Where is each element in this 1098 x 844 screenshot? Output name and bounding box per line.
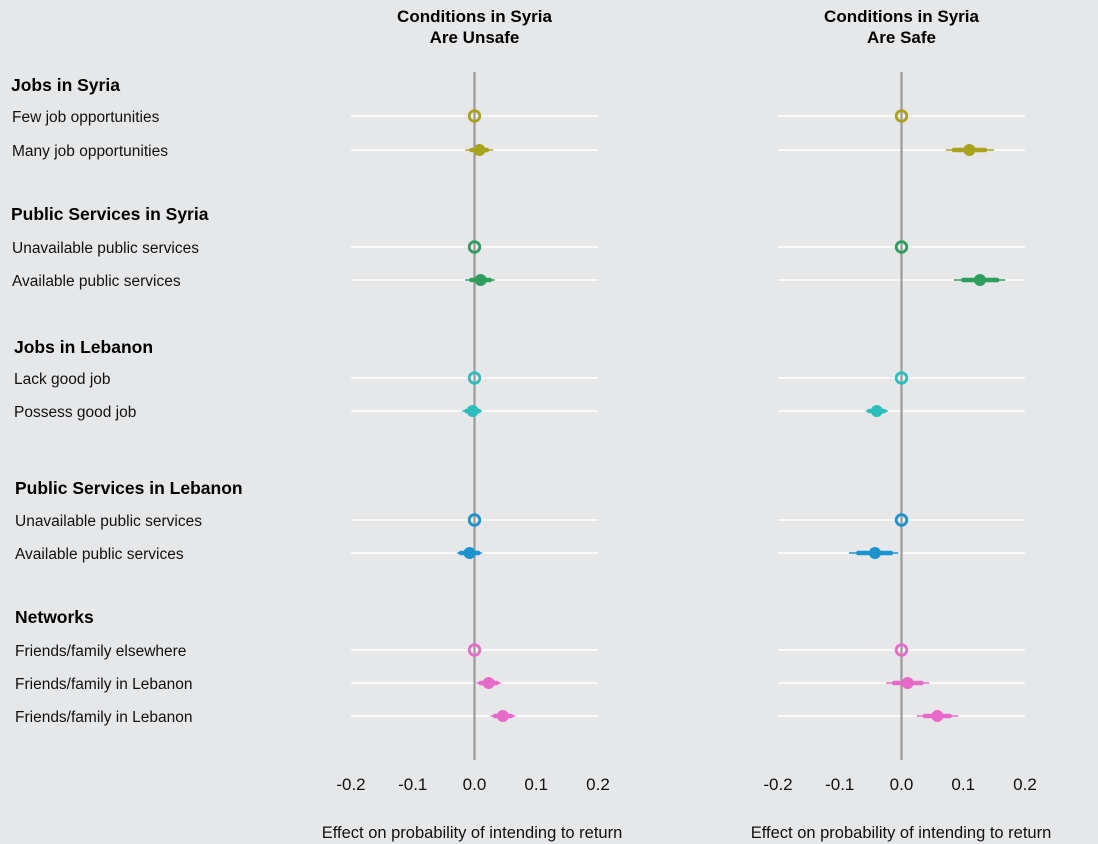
estimate-point [973,274,986,286]
group-label: Public Services in Lebanon [15,478,243,498]
panel-title: Are Safe [867,28,936,47]
reference-point [894,109,909,123]
x-tick-label: 0.1 [524,775,548,794]
row-label: Friends/family in Lebanon [15,709,193,726]
group-label: Jobs in Syria [11,75,120,95]
estimate-point [931,710,944,722]
row-label: Friends/family elsewhere [15,643,186,660]
reference-point [467,240,482,254]
reference-point [894,240,909,254]
row-label: Friends/family in Lebanon [15,676,193,693]
estimate-point [870,405,883,417]
reference-point [467,109,482,123]
row-label: Available public services [12,273,181,290]
estimate-point [963,144,976,156]
estimate-point [496,710,509,722]
estimate-point [474,274,487,286]
x-tick-label: -0.1 [825,775,854,794]
row-label: Possess good job [14,404,136,421]
x-axis-title: Effect on probability of intending to re… [322,824,623,842]
panel-title: Are Unsafe [430,28,520,47]
estimate-point [868,547,881,559]
x-tick-label: -0.1 [398,775,427,794]
panel-title: Conditions in Syria [824,7,979,26]
reference-point [467,513,482,527]
group-label: Jobs in Lebanon [14,337,153,357]
row-label: Unavailable public services [12,240,199,257]
x-tick-label: 0.2 [586,775,610,794]
reference-point [894,513,909,527]
x-tick-label: -0.2 [763,775,792,794]
x-tick-label: 0.0 [890,775,914,794]
x-axis-title: Effect on probability of intending to re… [751,824,1052,842]
row-label: Lack good job [14,371,111,388]
estimate-point [466,405,479,417]
row-label: Few job opportunities [12,109,160,126]
reference-point [894,371,909,385]
row-label: Available public services [15,546,184,563]
reference-point [467,643,482,657]
row-label: Unavailable public services [15,513,202,530]
reference-point [467,371,482,385]
estimate-point [473,144,486,156]
x-tick-label: -0.2 [336,775,365,794]
row-label: Many job opportunities [12,143,168,160]
reference-point [894,643,909,657]
x-tick-label: 0.1 [951,775,975,794]
estimate-point [463,547,476,559]
estimate-point [901,677,914,689]
x-tick-label: 0.0 [463,775,487,794]
panel-title: Conditions in Syria [397,7,552,26]
group-label: Networks [15,607,94,627]
group-label: Public Services in Syria [11,204,209,224]
x-tick-label: 0.2 [1013,775,1037,794]
estimate-point [482,677,495,689]
